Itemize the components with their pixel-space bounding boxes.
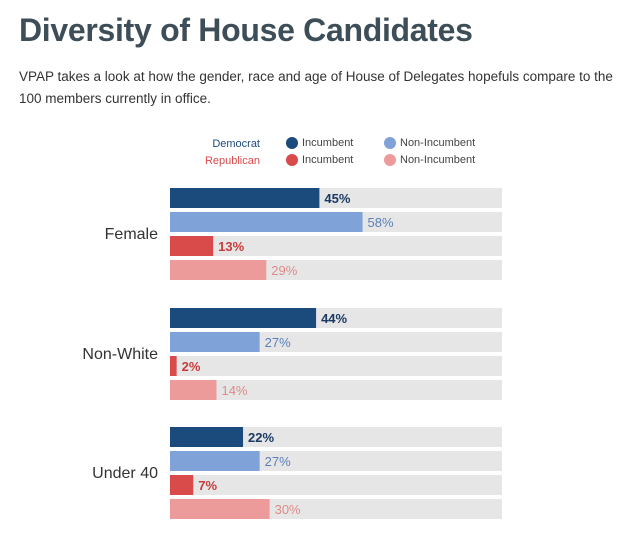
page-title: Diversity of House Candidates: [19, 12, 473, 48]
bar-non-white-rep-incumbent: [170, 356, 177, 376]
bar-under-40-dem-non-incumbent: [170, 451, 260, 471]
bar-track-non-white-rep-non-incumbent: [170, 380, 502, 400]
bar-track-non-white-rep-incumbent: [170, 356, 502, 376]
data-label-under-40-dem-incumbent: 22%: [248, 430, 274, 445]
data-label-non-white-rep-non-incumbent: 14%: [221, 383, 247, 398]
bar-non-white-rep-non-incumbent: [170, 380, 217, 400]
category-label-under-40: Under 40: [92, 465, 158, 482]
data-label-non-white-rep-incumbent: 2%: [182, 359, 201, 374]
category-label-non-white: Non-White: [82, 346, 158, 363]
bar-female-dem-incumbent: [170, 188, 320, 208]
bar-track-under-40-dem-incumbent: [170, 427, 502, 447]
bar-non-white-dem-incumbent: [170, 308, 317, 328]
data-label-female-rep-incumbent: 13%: [218, 239, 244, 254]
bar-female-rep-non-incumbent: [170, 260, 267, 280]
bar-track-female-rep-incumbent: [170, 236, 502, 256]
data-label-female-dem-non-incumbent: 58%: [368, 215, 394, 230]
data-label-female-dem-incumbent: 45%: [324, 191, 350, 206]
bar-under-40-dem-incumbent: [170, 427, 244, 447]
bar-non-white-dem-non-incumbent: [170, 332, 260, 352]
bar-under-40-rep-incumbent: [170, 475, 194, 495]
bar-female-dem-non-incumbent: [170, 212, 363, 232]
category-label-female: Female: [105, 226, 158, 243]
intro-text: VPAP takes a look at how the gender, rac…: [19, 69, 613, 106]
bar-female-rep-incumbent: [170, 236, 214, 256]
data-label-non-white-dem-non-incumbent: 27%: [265, 335, 291, 350]
data-label-under-40-rep-incumbent: 7%: [198, 478, 217, 493]
bar-under-40-rep-non-incumbent: [170, 499, 270, 519]
data-label-under-40-rep-non-incumbent: 30%: [275, 502, 301, 517]
data-label-female-rep-non-incumbent: 29%: [271, 263, 297, 278]
data-label-under-40-dem-non-incumbent: 27%: [265, 454, 291, 469]
data-label-non-white-dem-incumbent: 44%: [321, 311, 347, 326]
bar-track-under-40-rep-incumbent: [170, 475, 502, 495]
